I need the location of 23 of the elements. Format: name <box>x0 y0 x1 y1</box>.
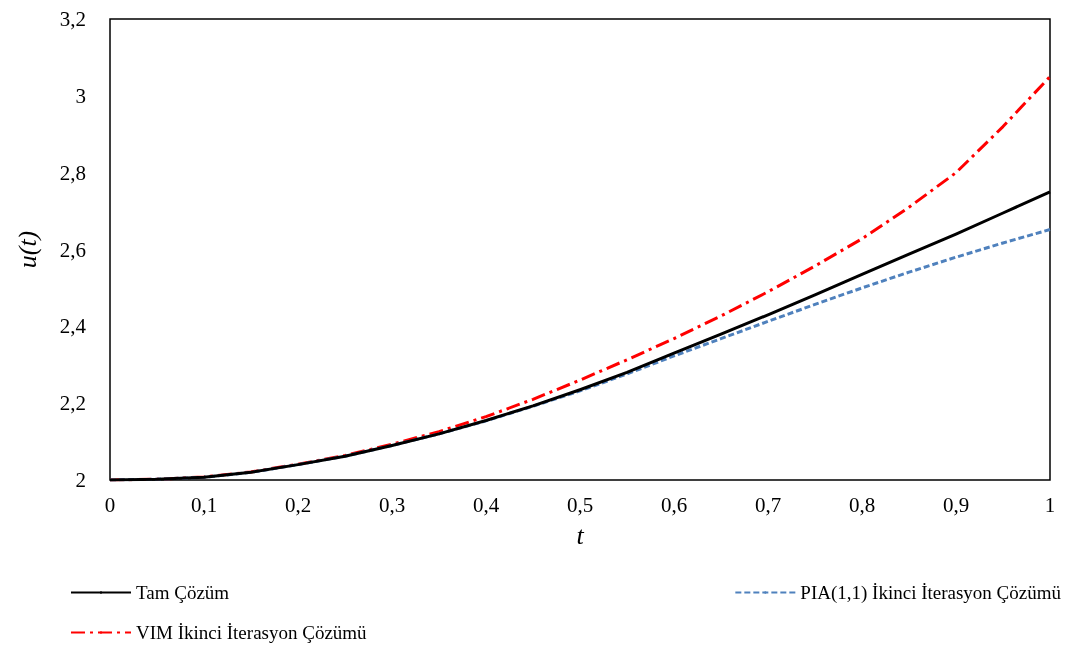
legend-label: PIA(1,1) İkinci İterasyon Çözümü <box>800 582 1062 604</box>
y-tick-label: 2,2 <box>59 391 86 416</box>
x-tick-label: 0,2 <box>284 492 312 517</box>
x-tick-label: 0,8 <box>848 492 876 517</box>
x-axis-title: t <box>576 520 585 550</box>
y-tick-label: 2,4 <box>59 314 87 339</box>
y-tick-label: 2 <box>75 468 86 492</box>
x-tick-label: 0,5 <box>566 492 594 517</box>
y-tick-label: 3 <box>75 83 86 108</box>
x-tick-label: 0,7 <box>754 492 782 517</box>
x-tick-label: 0 <box>104 492 116 517</box>
x-tick-label: 1 <box>1044 492 1056 517</box>
x-tick-label: 0,1 <box>190 492 218 517</box>
x-tick-label: 0,4 <box>472 492 500 517</box>
x-tick-label: 0,3 <box>378 492 406 517</box>
y-tick-label: 2,8 <box>59 160 86 185</box>
x-tick-label: 0,6 <box>660 492 688 517</box>
y-tick-label: 3,2 <box>59 7 86 31</box>
legend-label: Tam Çözüm <box>136 582 230 603</box>
x-tick-label: 0,9 <box>942 492 970 517</box>
y-tick-label: 2,6 <box>59 237 86 262</box>
legend-label: VIM İkinci İterasyon Çözümü <box>136 622 368 643</box>
y-axis-title: u(t) <box>12 230 42 269</box>
